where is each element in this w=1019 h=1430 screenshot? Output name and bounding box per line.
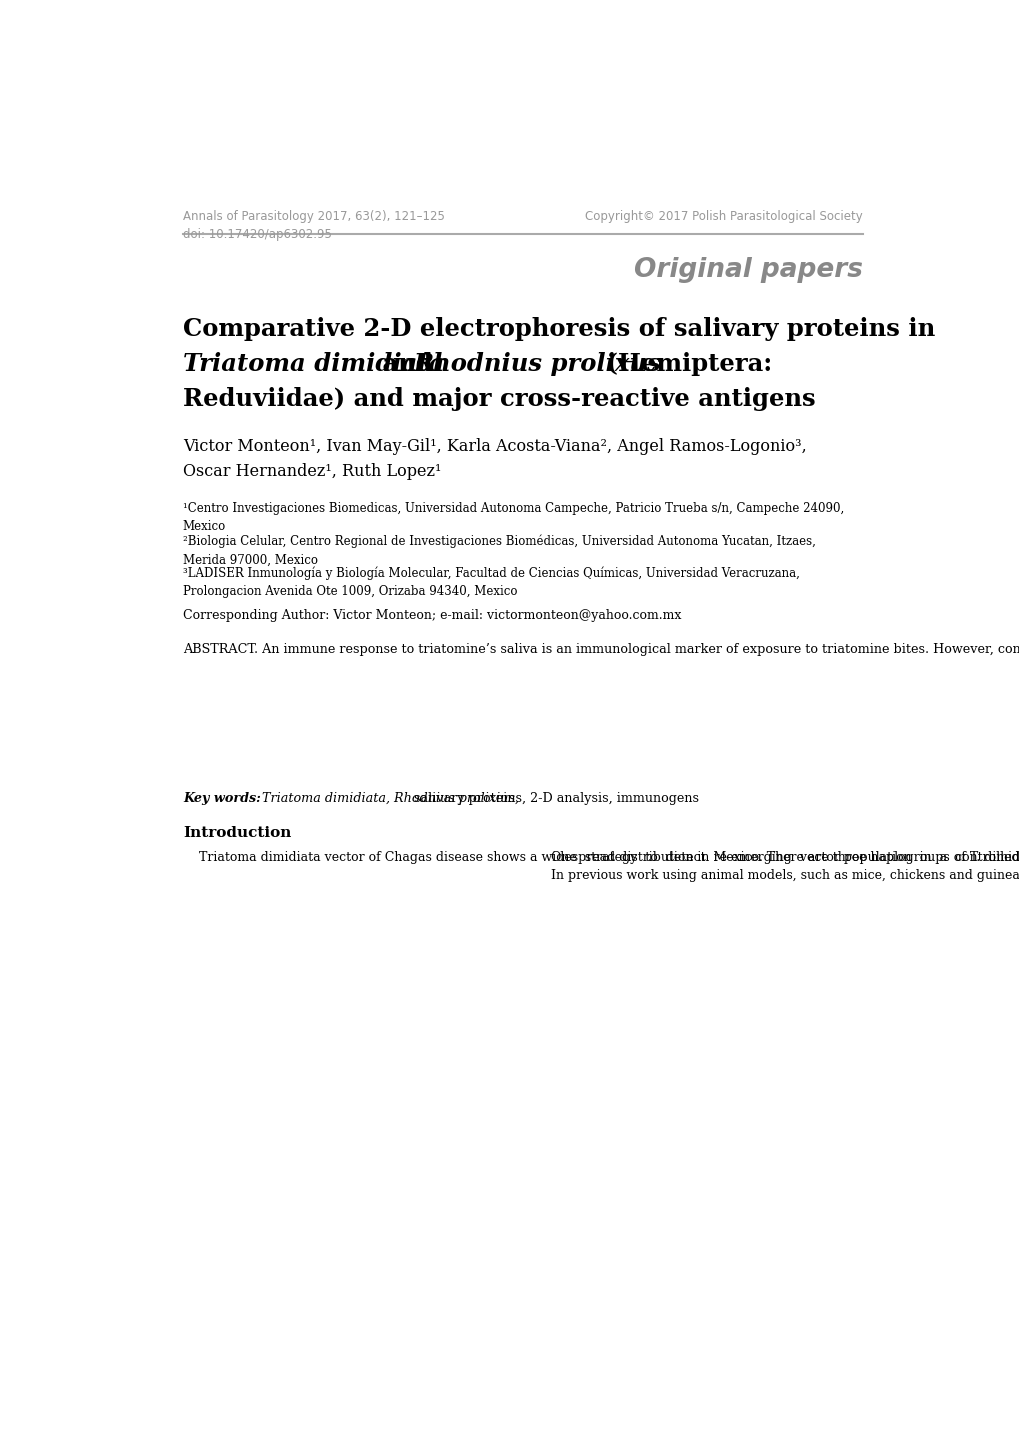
Text: One  strategy  to  detect  re-emerging  vector population  in  a  controlled  ar: One strategy to detect re-emerging vecto… — [534, 851, 1019, 882]
Text: Victor Monteon¹, Ivan May-Gil¹, Karla Acosta-Viana², Angel Ramos-Logonio³,
Oscar: Victor Monteon¹, Ivan May-Gil¹, Karla Ac… — [182, 438, 806, 480]
Text: Comparative 2-D electrophoresis of salivary proteins in: Comparative 2-D electrophoresis of saliv… — [182, 317, 934, 340]
Text: Triatoma dimidiata, Rhodnius prolixius,: Triatoma dimidiata, Rhodnius prolixius, — [258, 792, 519, 805]
Text: Reduviidae) and major cross-reactive antigens: Reduviidae) and major cross-reactive ant… — [182, 388, 814, 412]
Text: Triatoma dimidiata vector of Chagas disease shows a widespread distribution in M: Triatoma dimidiata vector of Chagas dise… — [182, 851, 1019, 864]
Text: Triatoma dimidiata: Triatoma dimidiata — [182, 352, 444, 376]
Text: ¹Centro Investigaciones Biomedicas, Universidad Autonoma Campeche, Patricio True: ¹Centro Investigaciones Biomedicas, Univ… — [182, 502, 844, 533]
Text: Copyright© 2017 Polish Parasitological Society: Copyright© 2017 Polish Parasitological S… — [584, 210, 862, 223]
Text: Rhodnius prolixus: Rhodnius prolixus — [414, 352, 660, 376]
Text: Original papers: Original papers — [633, 257, 862, 283]
Text: Key words:: Key words: — [182, 792, 261, 805]
Text: salivary proteins, 2-D analysis, immunogens: salivary proteins, 2-D analysis, immunog… — [410, 792, 699, 805]
Text: Introduction: Introduction — [182, 825, 291, 839]
Text: Annals of Parasitology 2017, 63(2), 121–125
doi: 10.17420/ap6302.95: Annals of Parasitology 2017, 63(2), 121–… — [182, 210, 444, 242]
Text: Corresponding Author: Victor Monteon; e-mail: victormonteon@yahoo.com.mx: Corresponding Author: Victor Monteon; e-… — [182, 609, 681, 622]
Text: ³LADISER Inmunología y Biología Molecular, Facultad de Ciencias Químicas, Univer: ³LADISER Inmunología y Biología Molecula… — [182, 566, 799, 598]
Text: ABSTRACT. An immune response to triatomine’s saliva is an immunological marker o: ABSTRACT. An immune response to triatomi… — [182, 644, 1019, 656]
Text: (Hemiptera:: (Hemiptera: — [597, 352, 771, 376]
Text: and: and — [374, 352, 441, 376]
Text: ²Biologia Celular, Centro Regional de Investigaciones Biomédicas, Universidad Au: ²Biologia Celular, Centro Regional de In… — [182, 535, 815, 566]
